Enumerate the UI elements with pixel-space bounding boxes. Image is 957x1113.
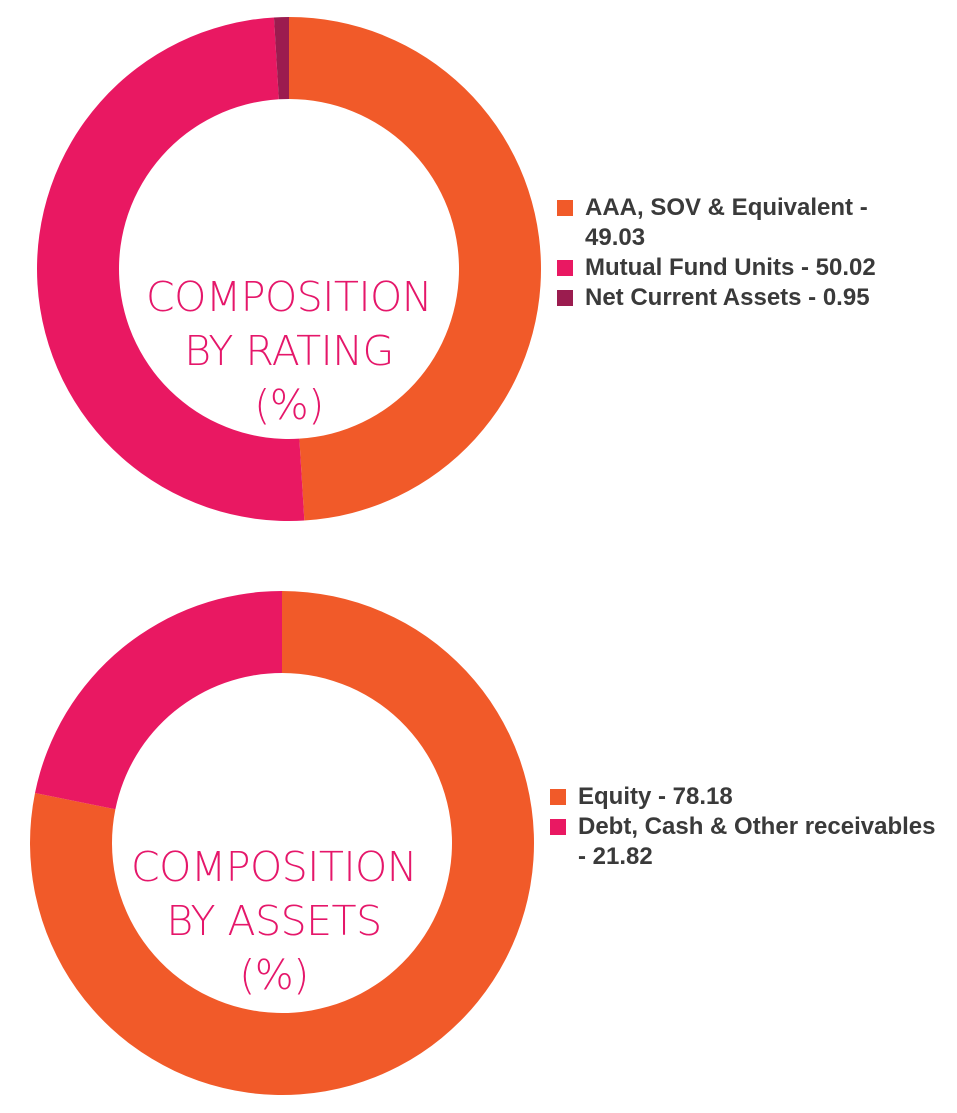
assets-donut-chart [29,590,535,1096]
assets-donut-svg [29,591,535,1095]
rating-donut-chart [36,16,542,522]
rating-title-line-3: (%) [254,381,324,429]
legend-label: AAA, SOV & Equivalent - [585,194,868,221]
rating-title-line-2: BY RATING [184,327,394,375]
legend-item-aaa-sov: AAA, SOV & Equivalent - 49.03 [557,193,876,253]
legend-swatch-orange [550,789,566,805]
rating-donut-svg [37,17,542,521]
legend-swatch-orange [557,200,573,216]
legend-value: 49.03 [585,224,646,251]
rating-chart-center-title: COMPOSITION BY RATING (%) [89,270,489,432]
assets-chart-center-title: COMPOSITION BY ASSETS (%) [74,840,474,1002]
assets-title-line-2: BY ASSETS [166,897,382,945]
assets-title-line-1: COMPOSITION [131,843,417,891]
legend-swatch-maroon [557,290,573,306]
assets-title-line-3: (%) [239,951,309,999]
donut-slice-debt-cash-other-receivables [35,591,282,810]
legend-label: Net Current Assets - 0.95 [585,284,870,311]
legend-item-mutual-fund-units: Mutual Fund Units - 50.02 [557,253,876,283]
legend-label: Mutual Fund Units - 50.02 [585,254,876,281]
legend-swatch-pink [557,260,573,276]
legend-swatch-pink [550,819,566,835]
legend-label: Equity - 78.18 [578,783,733,810]
donut-slice-equity [29,591,535,1095]
legend-value: - 21.82 [578,843,653,870]
legend-item-debt-cash: Debt, Cash & Other receivables - 21.82 [550,812,935,872]
donut-slice-net-current-assets [273,17,289,100]
donut-slice-mutual-fund-units [37,17,305,521]
legend-label: Debt, Cash & Other receivables [578,813,936,840]
assets-legend: Equity - 78.18 Debt, Cash & Other receiv… [550,782,935,872]
legend-item-equity: Equity - 78.18 [550,782,935,812]
legend-item-net-current-assets: Net Current Assets - 0.95 [557,283,876,313]
rating-legend: AAA, SOV & Equivalent - 49.03 Mutual Fun… [557,193,876,313]
donut-slice-aaa-sov-equivalent [289,17,542,521]
rating-title-line-1: COMPOSITION [146,273,432,321]
